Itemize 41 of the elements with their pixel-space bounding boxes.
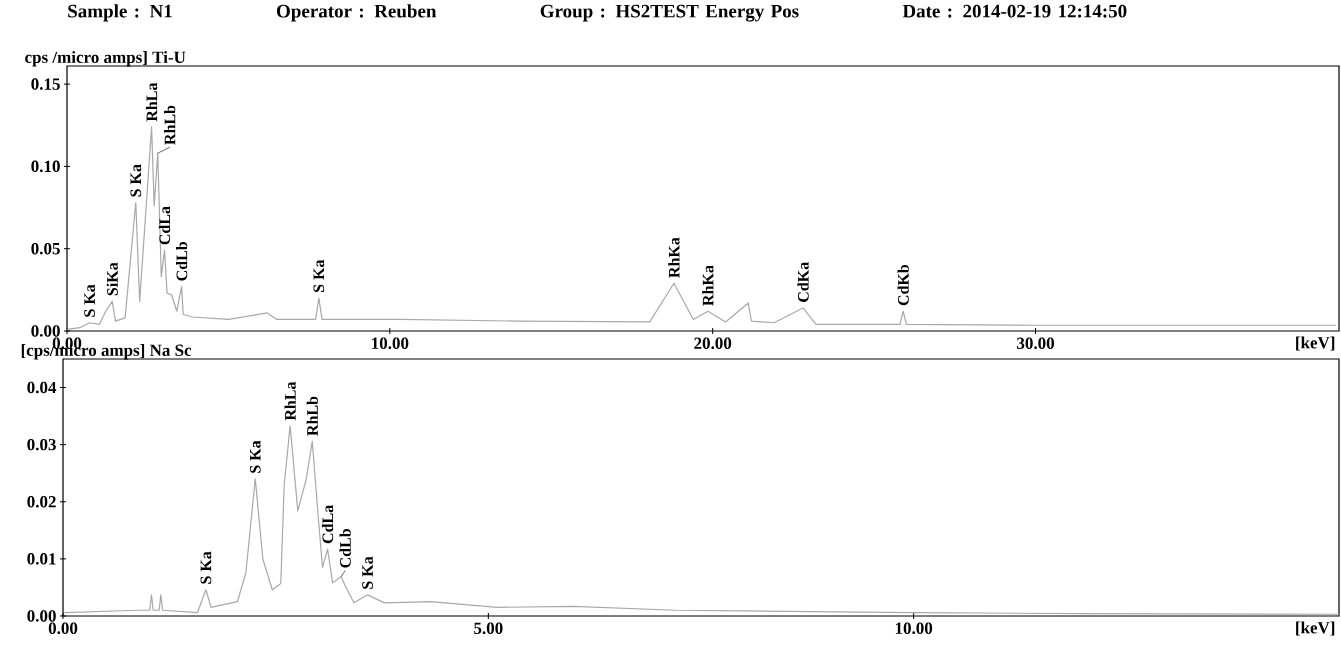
annotation: S Ka — [84, 284, 95, 317]
x-tick-label: 10.00 — [895, 622, 933, 635]
annotation: CdLa — [158, 206, 171, 245]
y-tick-label: 0.01 — [27, 553, 56, 565]
annotation: S Ka — [313, 259, 325, 293]
y-tick-label: 0.05 — [31, 242, 60, 255]
annotation: CdKb — [897, 264, 909, 306]
annotation: CdLb — [339, 529, 351, 568]
annotation: S Ka — [130, 164, 142, 197]
y-axis-title: cps /micro amps] Ti-U — [25, 51, 186, 67]
annotation: CdKa — [797, 262, 809, 302]
y-tick-label: 0.10 — [31, 160, 60, 173]
x-tick-label: 10.00 — [372, 337, 409, 350]
annotation: RhLa — [284, 381, 296, 421]
annotation: S Ka — [200, 551, 212, 584]
y-tick-label: 0.15 — [31, 78, 60, 90]
y-tick-label: 0.00 — [27, 610, 56, 622]
text: Operator : Reuben — [276, 4, 437, 22]
annotation: S Ka — [362, 556, 373, 589]
annotation: RhKa — [668, 237, 680, 278]
x-axis-title: [keV] — [1296, 621, 1335, 636]
annotation: RhLb — [164, 105, 176, 145]
annotation: S Ka — [249, 440, 261, 473]
text: Sample : N1 — [68, 4, 172, 22]
annotation: RhLa — [145, 82, 158, 122]
annotation: SiKa — [106, 262, 118, 296]
y-tick-label: 0.03 — [27, 438, 56, 451]
annotation: CdLa — [321, 505, 334, 544]
x-tick-label: 5.00 — [474, 622, 503, 635]
text: Group : HS2TEST Energy Pos — [540, 4, 799, 22]
annotation: CdLb — [175, 241, 188, 281]
annotation: RhKa — [702, 265, 714, 306]
y-tick-label: 0.04 — [27, 381, 57, 394]
y-tick-label: 0.02 — [27, 495, 56, 508]
text: Date : 2014-02-19 12:14:50 — [902, 4, 1127, 18]
x-tick-label: 0.00 — [48, 622, 78, 635]
x-tick-label: 20.00 — [694, 337, 732, 350]
y-tick-label: 0.00 — [31, 325, 60, 337]
x-axis-title: [keV] — [1296, 336, 1335, 351]
x-tick-label: 30.00 — [1017, 337, 1055, 350]
annotation: RhLb — [306, 396, 318, 436]
